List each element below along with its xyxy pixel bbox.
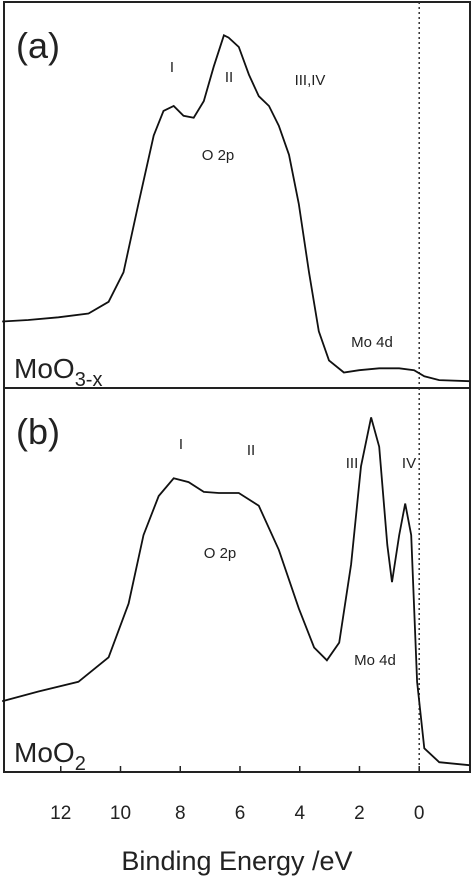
spectrum-line (1, 417, 470, 767)
annotation: IV (402, 455, 416, 472)
spectrum-line (2, 34, 470, 383)
sample-label: MoO2 (14, 737, 86, 775)
x-tick-label: 6 (235, 803, 246, 824)
panel-label: (a) (16, 25, 60, 66)
x-tick-label: 12 (50, 803, 71, 824)
panel-label: (b) (16, 411, 60, 452)
x-tick-label: 8 (175, 803, 186, 824)
annotation: II (225, 69, 233, 86)
x-tick-label: 4 (294, 803, 305, 824)
annotation: I (170, 59, 174, 76)
sample-sub: 3-x (75, 369, 103, 391)
annotation: III,IV (295, 72, 326, 89)
x-axis-label: Binding Energy /eV (121, 846, 352, 876)
annotation: O 2p (204, 545, 237, 562)
sample-label: MoO3-x (14, 353, 102, 391)
x-tick-label: 2 (354, 803, 365, 824)
x-tick-label: 10 (110, 803, 131, 824)
annotation: II (247, 442, 255, 459)
annotation: O 2p (202, 147, 235, 164)
annotation: III (346, 455, 359, 472)
annotation: Mo 4d (354, 652, 396, 669)
sample-base: MoO (14, 737, 75, 768)
annotation: Mo 4d (351, 334, 393, 351)
x-tick-label: 0 (414, 803, 425, 824)
annotation: I (179, 436, 183, 453)
sample-sub: 2 (75, 753, 86, 775)
panel-frame (3, 1, 471, 389)
sample-base: MoO (14, 353, 75, 384)
panel-frame (3, 387, 471, 773)
